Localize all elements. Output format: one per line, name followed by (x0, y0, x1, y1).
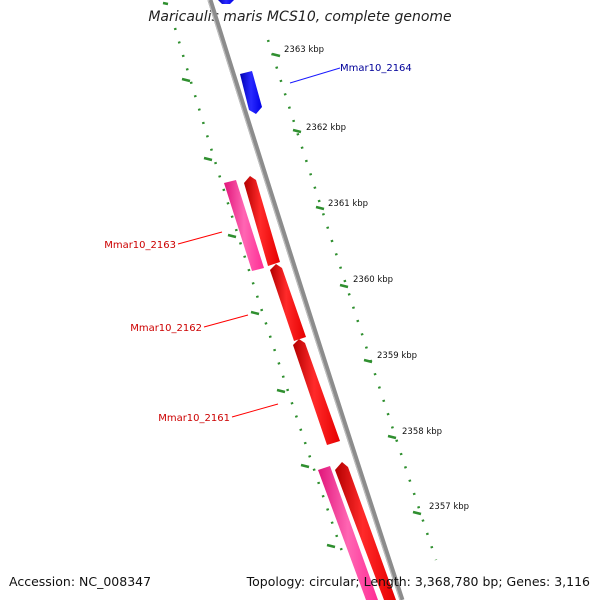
forward-features (218, 0, 262, 114)
gene-label-mmar10-2161: Mmar10_2161 (158, 413, 230, 424)
cds-lower (335, 462, 396, 600)
scale-label: 2357 kbp (429, 502, 469, 512)
scale-label: 2363 kbp (284, 45, 324, 55)
gene-label-mmar10-2164: Mmar10_2164 (340, 63, 412, 74)
inner-major-ticks (181, 77, 336, 549)
scale-label: 2360 kbp (353, 275, 393, 285)
gene-label-mmar10-2163: Mmar10_2163 (104, 240, 176, 251)
scale-label: 2359 kbp (377, 351, 417, 361)
cds-mmar10-2163 (244, 176, 280, 266)
gene-label-mmar10-2162: Mmar10_2162 (130, 323, 202, 334)
gene-bar-mmar10-2163 (224, 180, 264, 271)
callout-lines (177, 67, 341, 418)
scale-label: 2361 kbp (328, 199, 368, 209)
gene-feature-mmar10-2164 (240, 71, 262, 114)
genome-summary-text: Topology: circular; Length: 3,368,780 bp… (246, 574, 590, 589)
cds-mmar10-2161 (293, 339, 340, 445)
reverse-gene-features (224, 180, 378, 600)
scale-label: 2362 kbp (306, 123, 346, 133)
reverse-cds-features (244, 176, 396, 600)
gene-labels: Mmar10_2164 Mmar10_2163 Mmar10_2162 Mmar… (104, 63, 412, 424)
scale-label: 2358 kbp (402, 427, 442, 437)
scale-major-ticks (271, 52, 422, 516)
map-title: Maricaulis maris MCS10, complete genome (148, 9, 452, 25)
accession-text: Accession: NC_008347 (9, 574, 152, 589)
genome-backbone (207, 0, 405, 600)
cds-mmar10-2162 (270, 264, 306, 341)
scale-labels: 2363 kbp 2362 kbp 2361 kbp 2360 kbp 2359… (284, 45, 469, 512)
gene-bar-lower (318, 466, 378, 600)
inner-dotted-ring (162, 1, 347, 561)
